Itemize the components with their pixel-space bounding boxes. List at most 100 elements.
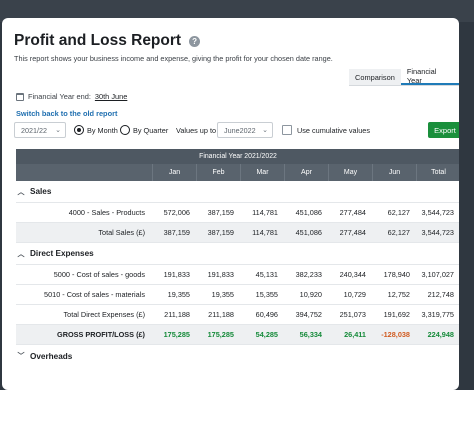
column-header: Feb <box>196 164 240 181</box>
chevron-up-icon[interactable]: ︿ <box>17 188 25 196</box>
report-tabs: Comparison Financial Year <box>349 67 459 85</box>
help-icon[interactable]: ? <box>189 35 201 47</box>
table-row: 4000 - Sales - Products 572,006 387,159 … <box>16 203 459 223</box>
switch-old-report-link[interactable]: Switch back to the old report <box>16 109 118 118</box>
page-subtitle: This report shows your business income a… <box>14 54 333 63</box>
column-header <box>16 164 152 181</box>
title-row: Profit and Loss Report ? <box>14 32 201 50</box>
cell-value: 26,411 <box>344 330 366 339</box>
row-label: Total Direct Expenses (£) <box>63 310 145 319</box>
section-overheads[interactable]: ﹀ Overheads <box>16 345 459 367</box>
cell-value: 60,496 <box>255 310 278 319</box>
cell-value: 56,334 <box>299 330 322 339</box>
chevron-down-icon[interactable]: ﹀ <box>17 353 25 360</box>
section-direct-expenses[interactable]: ︿ Direct Expenses <box>16 243 459 265</box>
by-month-label: By Month <box>87 125 118 135</box>
year-select-value: 2021/22 <box>21 125 47 135</box>
report-card: Profit and Loss Report ? This report sho… <box>2 18 459 390</box>
by-quarter-label: By Quarter <box>133 125 169 135</box>
cell-value: 211,188 <box>164 310 190 319</box>
cell-value: 62,127 <box>387 208 410 217</box>
cell-value: 382,233 <box>295 270 322 279</box>
cell-value: 212,748 <box>427 290 454 299</box>
background-top <box>0 0 474 22</box>
section-title: Direct Expenses <box>30 249 94 258</box>
cell-value: 3,107,027 <box>421 270 454 279</box>
cell-value: 19,355 <box>167 290 190 299</box>
tabs-divider <box>349 85 459 86</box>
cell-value: 251,073 <box>339 310 366 319</box>
gross-profit-row: GROSS PROFIT/LOSS (£) 175,285 175,285 54… <box>16 325 459 345</box>
cell-value: 3,544,723 <box>421 208 454 217</box>
by-month-option[interactable]: By Month <box>74 125 118 135</box>
cell-value: 387,159 <box>163 228 190 237</box>
cell-value: 572,006 <box>163 208 190 217</box>
cell-value: 45,131 <box>255 270 278 279</box>
report-controls: 2021/22 ⌄ By Month By Quarter Values up … <box>14 122 459 139</box>
total-row: Total Direct Expenses (£) 211,188 211,18… <box>16 305 459 325</box>
cell-value: 394,752 <box>295 310 322 319</box>
cell-value: 178,940 <box>383 270 410 279</box>
cumulative-label: Use cumulative values <box>297 126 371 135</box>
table-row: 5010 - Cost of sales - materials 19,355 … <box>16 285 459 305</box>
cell-value: 191,833 <box>163 270 190 279</box>
cell-value: 19,355 <box>211 290 234 299</box>
cell-value: 240,344 <box>339 270 366 279</box>
chevron-up-icon[interactable]: ︿ <box>17 250 25 258</box>
table-header-row: Jan Feb Mar Apr May Jun Total <box>16 164 459 181</box>
cell-value: 191,833 <box>207 270 234 279</box>
cell-value: 451,086 <box>295 228 322 237</box>
chevron-down-icon: ⌄ <box>55 127 61 134</box>
section-title: Overheads <box>30 351 73 361</box>
by-month-radio[interactable] <box>74 125 84 135</box>
by-quarter-option[interactable]: By Quarter <box>120 125 168 135</box>
background-bottom <box>0 390 474 437</box>
cell-value: 3,544,723 <box>421 228 454 237</box>
row-label[interactable]: 4000 - Sales - Products <box>68 208 145 217</box>
cell-value: 15,355 <box>255 290 278 299</box>
profit-loss-table: Financial Year 2021/2022 Jan Feb Mar Apr… <box>16 149 459 367</box>
cell-value: 114,781 <box>252 228 278 237</box>
tab-comparison[interactable]: Comparison <box>349 69 401 85</box>
column-header: May <box>328 164 372 181</box>
cumulative-checkbox[interactable] <box>282 125 292 135</box>
by-quarter-radio[interactable] <box>120 125 130 135</box>
cell-value: 10,920 <box>299 290 322 299</box>
cell-value: 387,159 <box>207 228 234 237</box>
cell-value: -128,038 <box>381 330 410 339</box>
cell-value: 12,752 <box>387 290 410 299</box>
financial-year-date[interactable]: 30th June <box>94 92 128 101</box>
export-button[interactable]: Export <box>428 122 459 138</box>
cell-value: 191,692 <box>383 310 410 319</box>
cell-value: 175,285 <box>163 330 190 339</box>
cell-value: 62,127 <box>387 228 410 237</box>
calendar-icon <box>16 92 24 101</box>
cell-value: 211,188 <box>208 310 234 319</box>
section-sales[interactable]: ︿ Sales <box>16 181 459 203</box>
chevron-down-icon: ⌄ <box>262 127 268 134</box>
table-row: 5000 - Cost of sales - goods 191,833 191… <box>16 265 459 285</box>
cell-value: 10,729 <box>343 290 366 299</box>
row-label: Total Sales (£) <box>98 228 145 237</box>
tab-financial-year[interactable]: Financial Year <box>400 67 459 85</box>
cell-value: 277,484 <box>339 228 366 237</box>
cell-value: 224,948 <box>427 330 454 339</box>
table-group-header: Financial Year 2021/2022 <box>16 149 459 164</box>
cell-value: 387,159 <box>207 208 234 217</box>
financial-year-label: Financial Year end: <box>28 92 91 101</box>
column-header: Jun <box>372 164 416 181</box>
cell-value: 277,484 <box>339 208 366 217</box>
section-title: Sales <box>30 187 52 196</box>
column-header: Apr <box>284 164 328 181</box>
year-select[interactable]: 2021/22 ⌄ <box>14 122 66 138</box>
page-title: Profit and Loss Report <box>14 32 182 49</box>
row-label[interactable]: 5000 - Cost of sales - goods <box>53 270 145 279</box>
cell-value: 54,285 <box>255 330 278 339</box>
financial-year-row: Financial Year end: 30th June <box>16 92 127 101</box>
row-label[interactable]: 5010 - Cost of sales - materials <box>44 290 145 299</box>
values-up-to-value: June2022 <box>224 125 256 135</box>
column-header: Jan <box>152 164 196 181</box>
total-row: Total Sales (£) 387,159 387,159 114,781 … <box>16 223 459 243</box>
values-up-to-select[interactable]: June2022 ⌄ <box>217 122 273 138</box>
row-label: GROSS PROFIT/LOSS (£) <box>57 330 145 339</box>
